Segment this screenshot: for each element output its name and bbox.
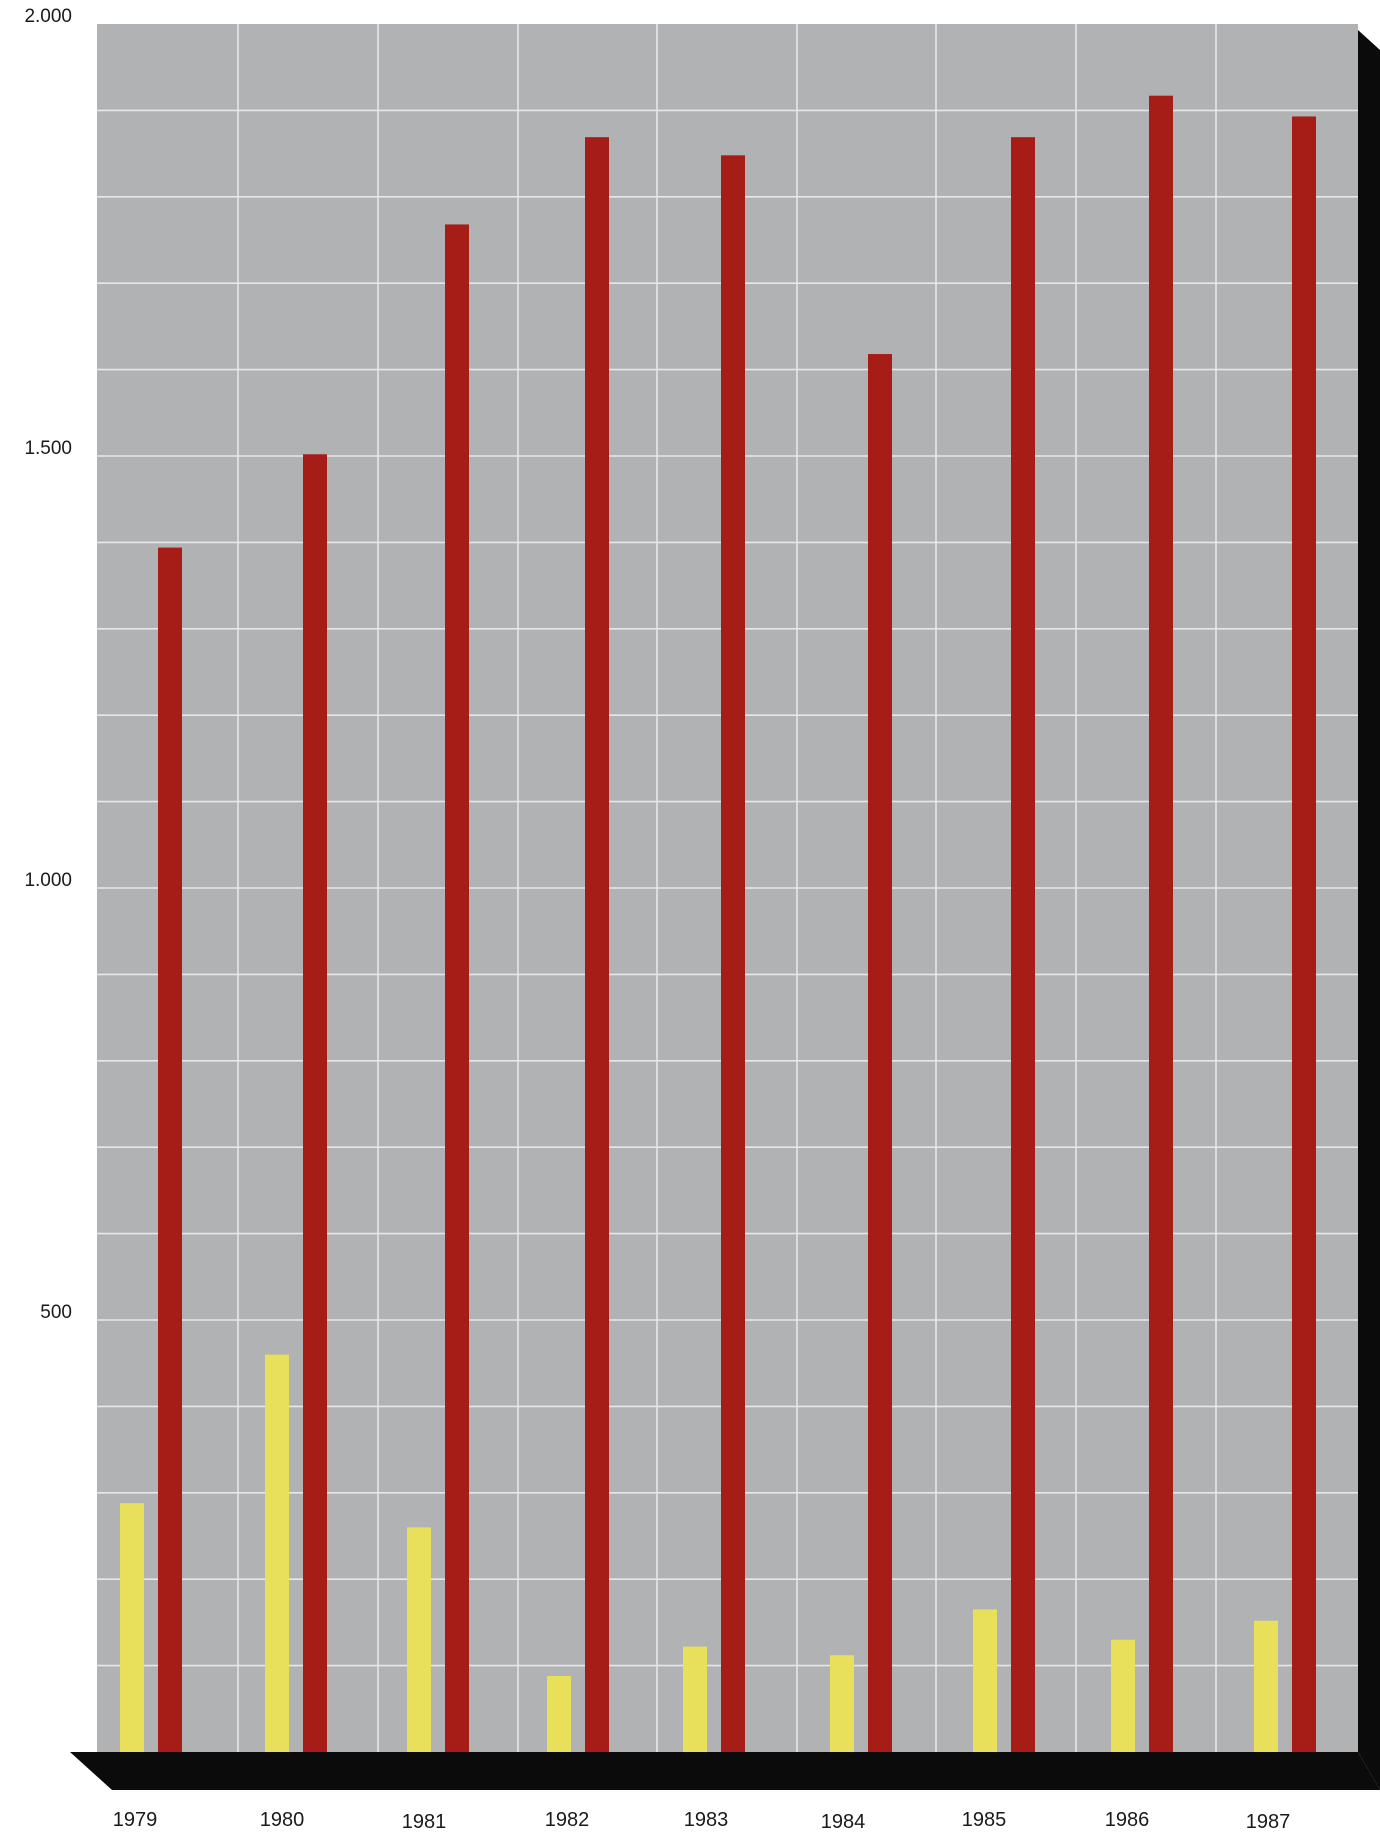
y-tick-label: 1.000	[24, 870, 72, 891]
bar-series-2-1984	[868, 354, 892, 1753]
x-axis-ticks: 1979 1980 1981 1982 1983 1984 1985 1986 1987	[113, 1809, 1291, 1833]
bar-series-1-1980	[265, 1354, 289, 1752]
chart-frame	[70, 30, 1380, 1790]
chart-side-panel	[1358, 30, 1380, 1790]
x-tick-label: 1982	[545, 1809, 590, 1831]
bar-series-1-1986	[1111, 1639, 1135, 1752]
bar-series-1-1979	[120, 1503, 144, 1752]
bar-series-1-1981	[407, 1527, 431, 1752]
y-tick-label: 1.500	[24, 438, 72, 459]
bar-series-2-1980	[303, 454, 327, 1753]
x-tick-label: 1986	[1105, 1809, 1150, 1831]
bar-series-2-1985	[1011, 137, 1035, 1753]
x-tick-label: 1984	[821, 1811, 866, 1833]
chart-base-panel	[70, 1752, 1380, 1790]
bar-series-1-1984	[830, 1655, 854, 1752]
x-tick-label: 1980	[260, 1809, 305, 1831]
y-tick-label: 500	[40, 1302, 72, 1323]
bar-series-2-1981	[445, 224, 469, 1752]
bar-series-2-1979	[158, 547, 182, 1752]
x-tick-label: 1979	[113, 1809, 158, 1831]
x-tick-label: 1987	[1246, 1811, 1291, 1833]
bar-series-2-1987	[1292, 116, 1316, 1752]
bar-series-2-1982	[585, 137, 609, 1753]
bar-series-1-1987	[1254, 1620, 1278, 1752]
y-tick-label: 2.000	[24, 6, 72, 27]
bar-series-1-1983	[683, 1646, 707, 1752]
y-axis-ticks: 2.000 1.500 1.000 500	[24, 6, 72, 1323]
x-tick-label: 1983	[684, 1809, 729, 1831]
x-tick-label: 1981	[402, 1811, 447, 1833]
bar-series-2-1983	[721, 155, 745, 1752]
x-tick-label: 1985	[962, 1809, 1007, 1831]
bars	[120, 95, 1316, 1753]
bar-series-1-1985	[973, 1609, 997, 1752]
bar-series-1-1982	[547, 1675, 571, 1752]
bar-series-2-1986	[1149, 95, 1173, 1752]
